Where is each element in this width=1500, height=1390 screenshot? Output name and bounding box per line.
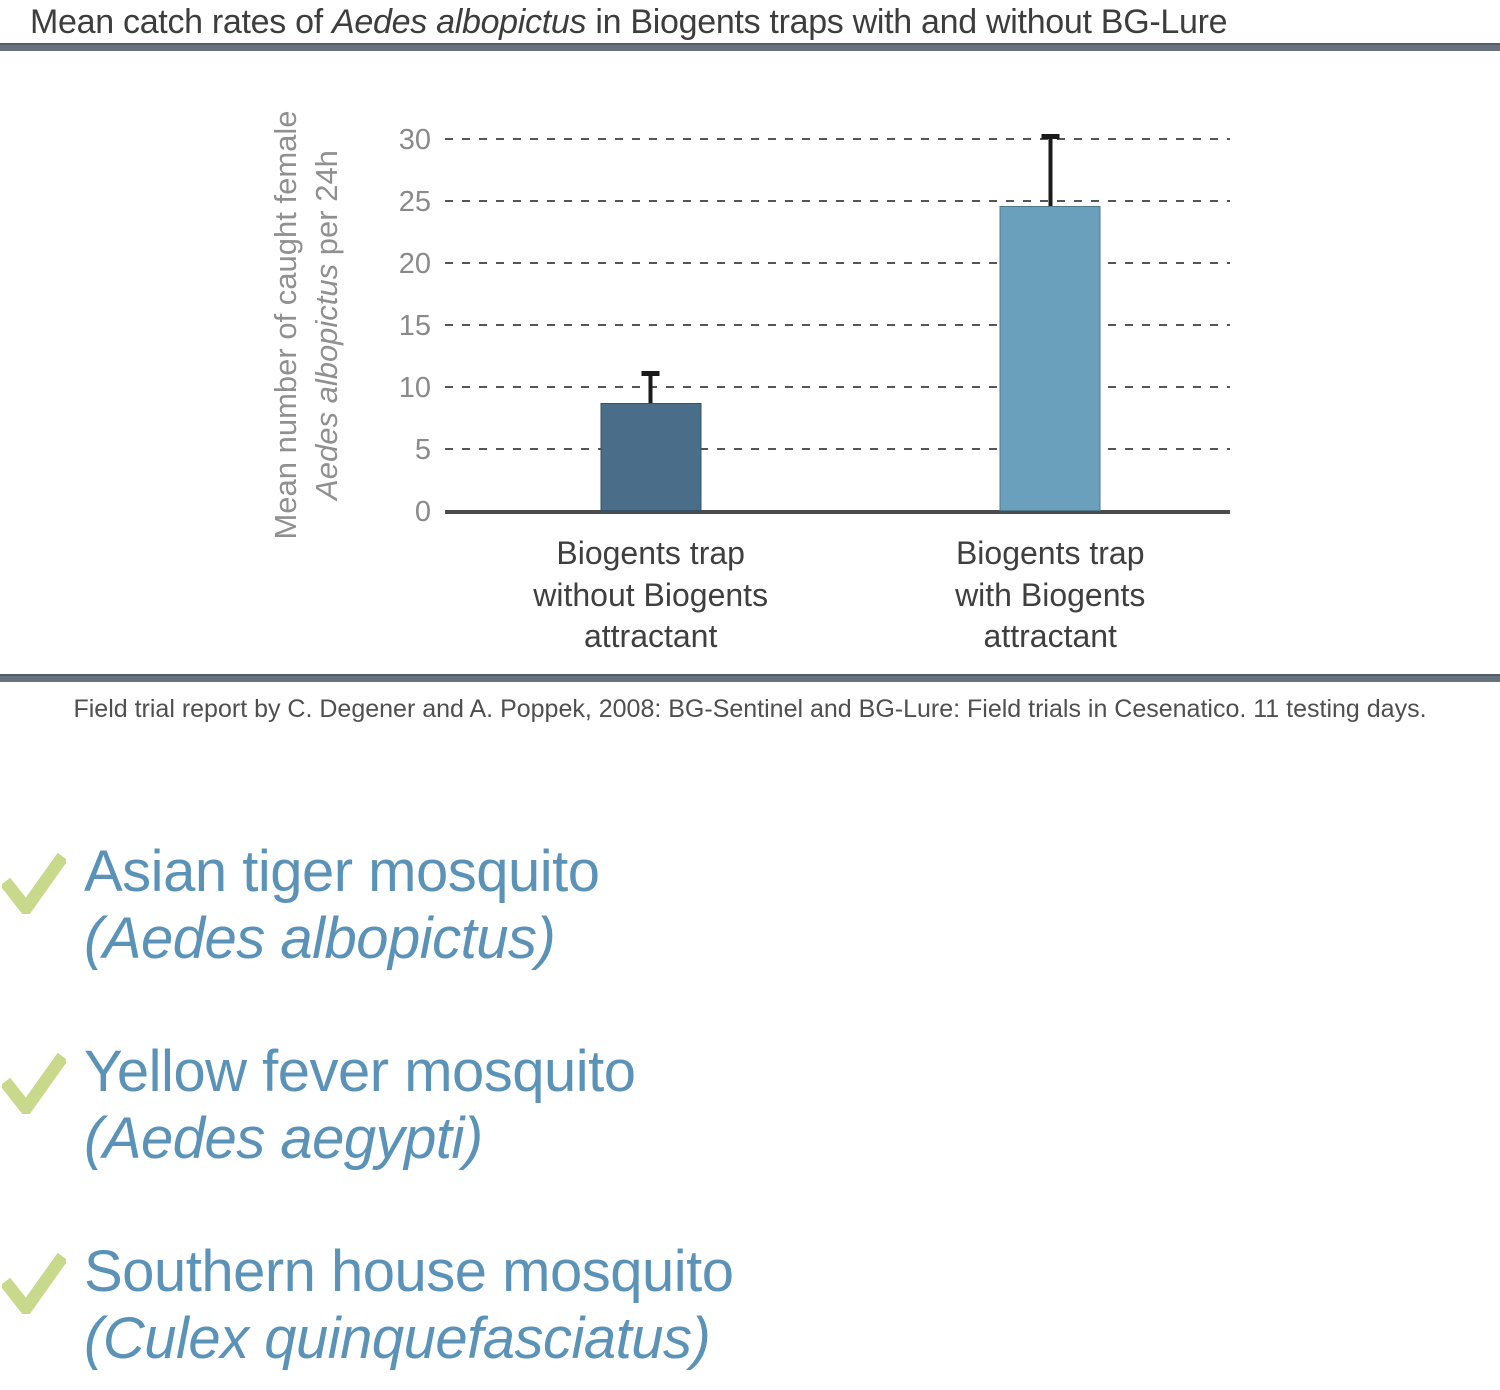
title-species-name: Aedes albopictus: [332, 3, 587, 41]
species-latin-name: (Culex quinquefasciatus): [84, 1306, 711, 1372]
checkmark-icon: [2, 852, 66, 914]
species-item-yellow-fever: Yellow fever mosquito (Aedes aegypti): [2, 1038, 636, 1173]
species-item-southern-house: Southern house mosquito (Culex quinquefa…: [2, 1238, 734, 1373]
y-axis-label-line2: Aedes albopictus per 24h: [307, 25, 348, 625]
species-latin-name: (Aedes albopictus): [84, 906, 556, 972]
y-tick-label-25: 25: [398, 186, 431, 219]
checkmark-icon: [2, 1252, 66, 1314]
error-bar-cap: [1041, 134, 1060, 140]
bottom-divider: [0, 674, 1500, 682]
checkmark-icon: [2, 1052, 66, 1114]
y-tick-label-0: 0: [414, 496, 431, 529]
bar-chart: Mean number of caught female Aedes albop…: [0, 90, 1500, 660]
y-tick-label-15: 15: [398, 310, 431, 343]
x-axis-category-label-1: Biogents trap with Biogents attractant: [955, 535, 1146, 655]
title-suffix: in Biogents traps with and without BG-Lu…: [586, 3, 1228, 41]
source-caption: Field trial report by C. Degener and A. …: [73, 695, 1427, 723]
y-axis-label-line1: Mean number of caught female: [268, 110, 304, 540]
species-latin-name: (Aedes aegypti): [84, 1106, 483, 1172]
error-bar: [641, 371, 660, 404]
plot-area: 0 5 10 15 20 25 30 Biogents trap without Biogen…: [399, 124, 1230, 654]
y-tick-label-20: 20: [398, 248, 431, 281]
y-axis-label: Mean number of caught female Aedes albop…: [266, 25, 348, 625]
species-item-asian-tiger: Asian tiger mosquito (Aedes albopictus): [2, 838, 600, 973]
species-common-name: Asian tiger mosquito: [84, 839, 600, 904]
x-axis-baseline: [445, 510, 1230, 514]
title-prefix: Mean catch rates of: [30, 3, 333, 41]
y-tick-label-10: 10: [398, 372, 431, 405]
gridline-30: [445, 138, 1230, 140]
gridline-10: [445, 386, 1230, 388]
y-axis-label-unit: per 24h: [309, 150, 344, 264]
x-axis-category-label-0: Biogents trap without Biogents attractan…: [533, 535, 769, 655]
bar-without-attractant: [600, 403, 702, 511]
gridline-20: [445, 262, 1230, 264]
y-tick-label-30: 30: [398, 124, 431, 157]
error-bar-cap: [641, 371, 660, 377]
species-common-name: Yellow fever mosquito: [84, 1039, 636, 1104]
bar-with-attractant: [999, 205, 1101, 511]
top-divider: [0, 43, 1500, 51]
gridline-25: [445, 200, 1230, 202]
y-axis-label-wrap: Mean number of caught female Aedes albop…: [247, 110, 367, 540]
y-axis-label-species: Aedes albopictus: [309, 263, 344, 500]
species-text: Asian tiger mosquito (Aedes albopictus): [84, 838, 600, 973]
bar-slot-1: [999, 134, 1101, 511]
species-text: Southern house mosquito (Culex quinquefa…: [84, 1238, 734, 1373]
gridline-5: [445, 448, 1230, 450]
bar-slot-0: [600, 139, 702, 511]
error-bar: [1041, 134, 1060, 206]
y-tick-label-5: 5: [414, 434, 431, 467]
gridline-15: [445, 324, 1230, 326]
species-text: Yellow fever mosquito (Aedes aegypti): [84, 1038, 636, 1173]
page-title: Mean catch rates of Aedes albopictus in …: [30, 3, 1480, 42]
species-common-name: Southern house mosquito: [84, 1239, 734, 1304]
